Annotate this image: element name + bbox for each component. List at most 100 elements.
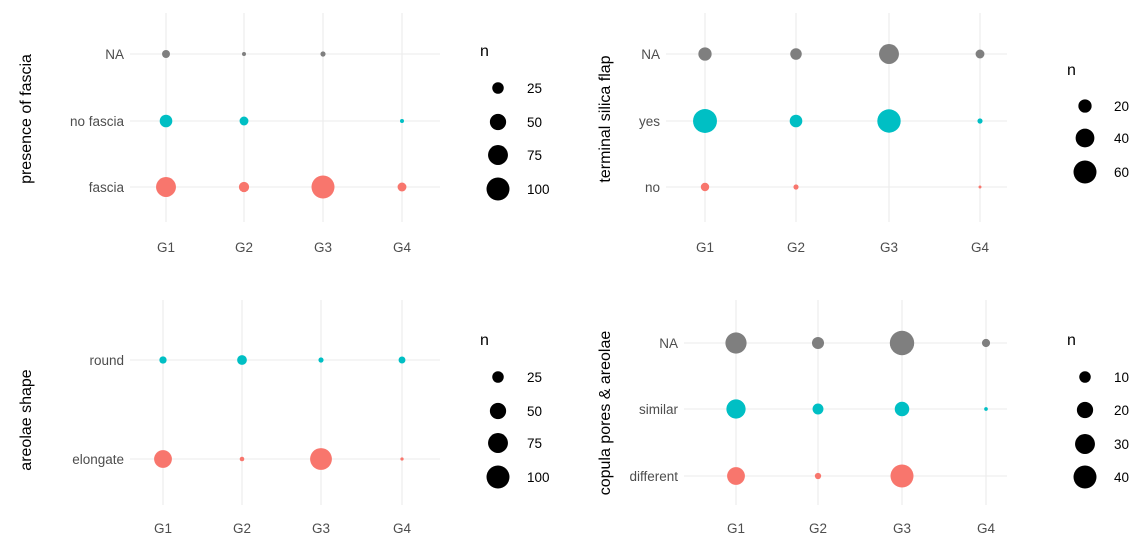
x-tick-label: G1 bbox=[696, 240, 714, 255]
data-point-elongate-G4 bbox=[400, 457, 404, 461]
size-legend: n 20 40 60 bbox=[1067, 62, 1129, 184]
data-point-no-fascia-G4 bbox=[400, 119, 404, 123]
data-point-fascia-G3 bbox=[311, 175, 335, 199]
data-point-elongate-G3 bbox=[310, 448, 332, 470]
data-point-NA-G1 bbox=[698, 47, 712, 61]
x-tick-label: G2 bbox=[233, 521, 251, 536]
data-point-no-G1 bbox=[700, 182, 710, 192]
y-axis-title: areolae shape bbox=[18, 369, 35, 471]
data-point-NA-G2 bbox=[811, 336, 825, 350]
legend-key-label: 50 bbox=[527, 404, 542, 419]
y-tick-label: NA bbox=[641, 47, 660, 62]
data-point-yes-G2 bbox=[789, 114, 803, 128]
legend-key-label: 10 bbox=[1114, 370, 1129, 385]
y-tick-label: round bbox=[89, 353, 124, 368]
legend-key-label: 50 bbox=[527, 115, 542, 130]
x-tick-label: G3 bbox=[893, 521, 911, 536]
legend-key-label: 100 bbox=[527, 182, 550, 197]
data-point-similar-G1 bbox=[726, 399, 746, 419]
x-tick-label: G3 bbox=[312, 521, 330, 536]
legend-title: n bbox=[1067, 62, 1076, 79]
legend-key-circle bbox=[486, 177, 510, 201]
legend-key-label: 40 bbox=[1114, 131, 1129, 146]
x-tick-label: G2 bbox=[235, 240, 253, 255]
y-tick-label: no fascia bbox=[70, 114, 125, 129]
legend-title: n bbox=[1067, 332, 1076, 349]
data-point-similar-G3 bbox=[894, 401, 910, 417]
x-tick-label: G2 bbox=[787, 240, 805, 255]
x-tick-label: G2 bbox=[809, 521, 827, 536]
data-point-NA-G4 bbox=[975, 49, 985, 59]
legend-key-label: 25 bbox=[527, 81, 542, 96]
data-point-yes-G3 bbox=[877, 109, 901, 133]
size-legend: n 25 50 75 100 bbox=[480, 43, 550, 201]
data-point-different-G1 bbox=[727, 467, 745, 485]
legend-key-circle bbox=[1076, 401, 1094, 419]
panel-1: G1 G2 G3 G4 fascia no fascia NA presence of fas… bbox=[18, 13, 550, 255]
data-point-no-G4 bbox=[978, 185, 982, 189]
y-tick-label: yes bbox=[639, 114, 660, 129]
x-tick-label: G4 bbox=[977, 521, 996, 536]
data-point-round-G2 bbox=[237, 355, 247, 365]
legend-key-label: 100 bbox=[527, 470, 550, 485]
legend-key-circle bbox=[1078, 99, 1092, 113]
y-tick-label: different bbox=[629, 469, 678, 484]
data-point-fascia-G2 bbox=[238, 181, 250, 193]
legend-key-label: 75 bbox=[527, 148, 542, 163]
legend-title: n bbox=[480, 43, 489, 60]
data-point-NA-G3 bbox=[889, 330, 915, 356]
y-tick-label: fascia bbox=[89, 180, 125, 195]
y-tick-label: similar bbox=[639, 402, 679, 417]
data-point-different-G2 bbox=[814, 472, 822, 480]
panel-4: G1 G2 G3 G4 different similar NA copula pores &… bbox=[597, 300, 1129, 536]
legend-key-circle bbox=[1079, 371, 1091, 383]
legend-key-label: 20 bbox=[1114, 99, 1129, 114]
x-tick-label: G3 bbox=[314, 240, 332, 255]
data-point-NA-G3 bbox=[320, 51, 326, 57]
y-axis-title: copula pores & areolae bbox=[597, 331, 614, 496]
x-tick-label: G4 bbox=[393, 521, 412, 536]
data-point-NA-G4 bbox=[981, 338, 991, 348]
y-tick-label: NA bbox=[105, 47, 124, 62]
data-point-round-G1 bbox=[159, 356, 167, 364]
x-tick-label: G1 bbox=[157, 240, 175, 255]
data-point-yes-G1 bbox=[693, 109, 717, 133]
legend-key-label: 20 bbox=[1114, 403, 1129, 418]
x-tick-label: G1 bbox=[727, 521, 745, 536]
data-point-similar-G4 bbox=[984, 407, 988, 411]
panel-2: G1 G2 G3 G4 no yes NA terminal silica flap n 20 40… bbox=[597, 13, 1129, 255]
legend-key-circle bbox=[486, 465, 510, 489]
data-point-NA-G1 bbox=[162, 50, 170, 58]
legend-key-label: 30 bbox=[1114, 437, 1129, 452]
y-axis-title: presence of fascia bbox=[18, 54, 35, 184]
y-tick-label: NA bbox=[659, 336, 678, 351]
legend-key-circle bbox=[1075, 434, 1095, 454]
data-point-round-G3 bbox=[318, 357, 324, 363]
data-point-elongate-G2 bbox=[239, 456, 245, 462]
data-point-fascia-G1 bbox=[156, 177, 176, 197]
data-point-elongate-G1 bbox=[154, 450, 172, 468]
data-point-no-G2 bbox=[793, 184, 799, 190]
legend-key-circle bbox=[1073, 160, 1097, 184]
legend-key-circle bbox=[1075, 128, 1095, 148]
y-tick-label: no bbox=[645, 180, 660, 195]
legend-key-circle bbox=[492, 371, 504, 383]
legend-key-circle bbox=[489, 402, 507, 420]
y-axis-title: terminal silica flap bbox=[597, 55, 614, 182]
x-tick-label: G4 bbox=[971, 240, 990, 255]
x-tick-label: G3 bbox=[880, 240, 898, 255]
data-point-similar-G2 bbox=[812, 403, 824, 415]
data-point-NA-G2 bbox=[242, 52, 246, 56]
data-point-different-G3 bbox=[890, 464, 914, 488]
x-tick-label: G4 bbox=[393, 240, 412, 255]
legend-key-label: 40 bbox=[1114, 470, 1129, 485]
data-point-round-G4 bbox=[398, 356, 406, 364]
size-legend: n 25 50 75 100 bbox=[480, 332, 550, 489]
legend-key-circle bbox=[489, 113, 507, 131]
legend-key-label: 75 bbox=[527, 436, 542, 451]
size-legend: n 10 20 30 40 bbox=[1067, 332, 1129, 489]
data-point-no-fascia-G1 bbox=[159, 114, 173, 128]
legend-key-circle bbox=[488, 145, 508, 165]
legend-key-label: 60 bbox=[1114, 165, 1129, 180]
